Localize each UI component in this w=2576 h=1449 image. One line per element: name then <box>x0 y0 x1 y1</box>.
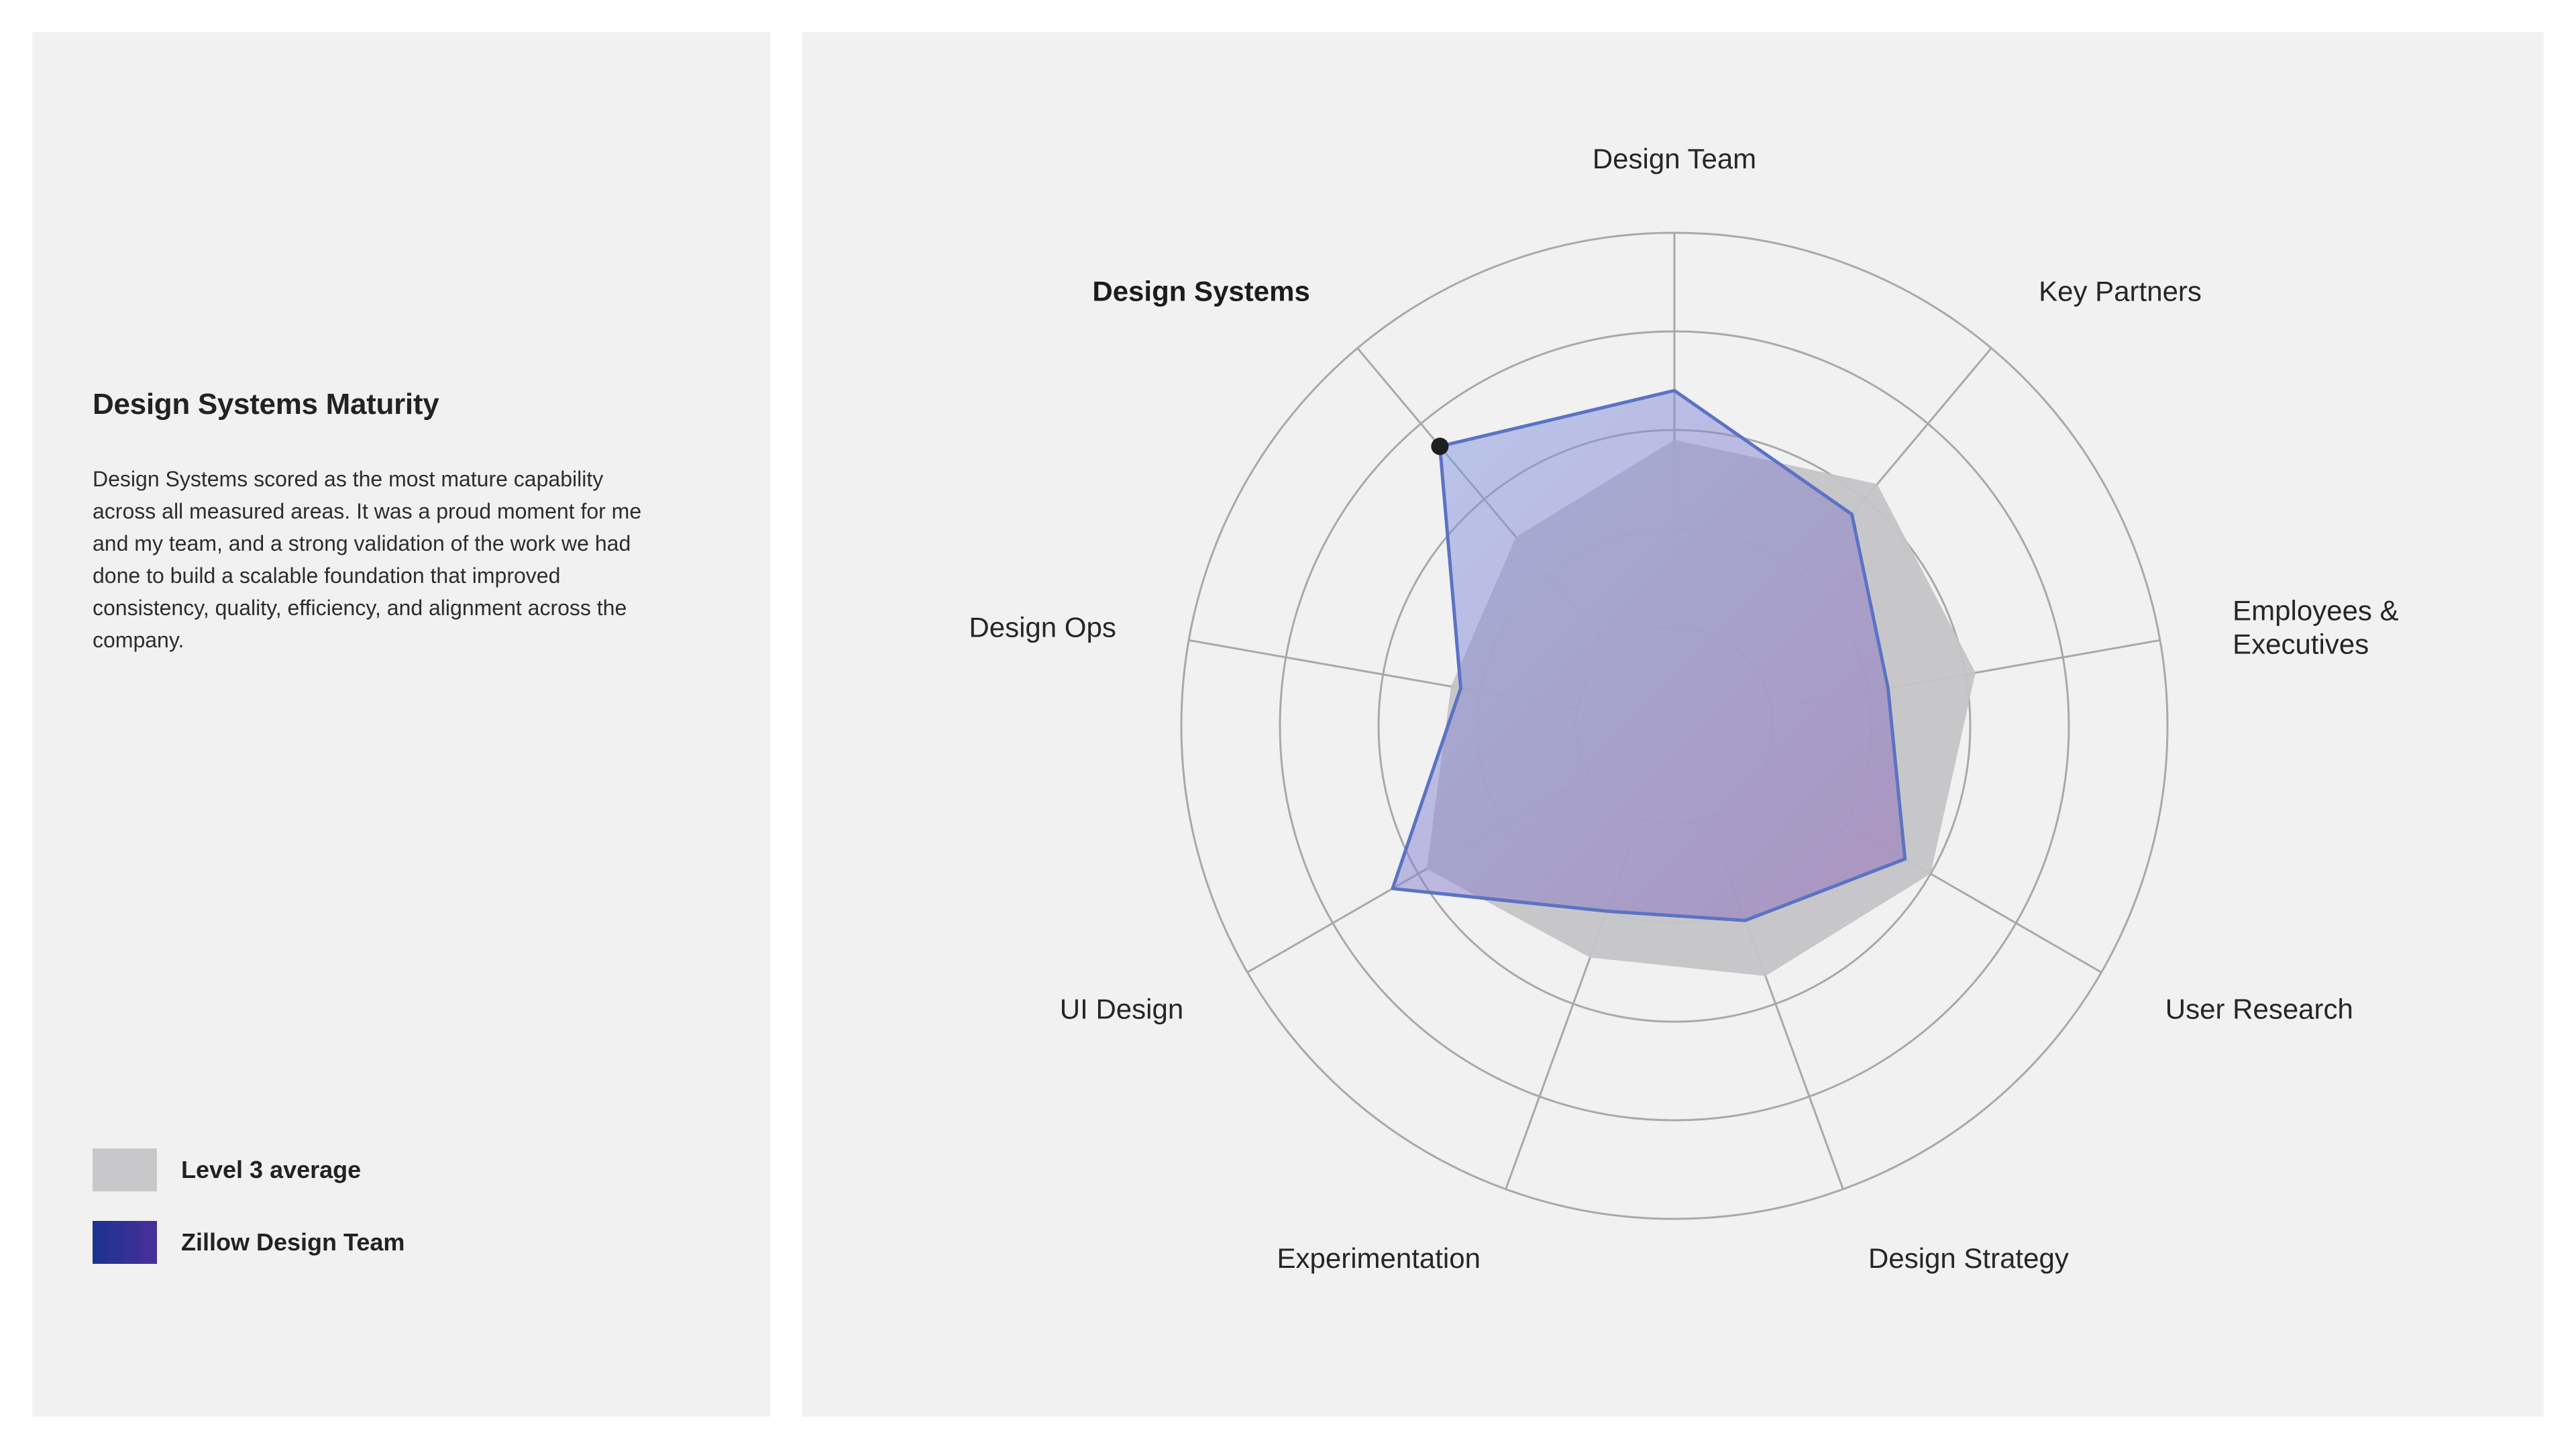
axis-label-line: UI Design <box>1060 994 1183 1025</box>
legend-swatch-level3-average <box>93 1148 157 1191</box>
legend-swatch-zillow-design-team <box>93 1221 157 1264</box>
legend-item-level3-average: Level 3 average <box>93 1148 361 1191</box>
axis-label-line: Design Strategy <box>1868 1242 2069 1274</box>
axis-label-line: User Research <box>2165 994 2353 1025</box>
axis-label-line: Design Team <box>1593 143 1756 174</box>
chart-description: Design Systems scored as the most mature… <box>93 467 642 652</box>
radar-axis-labels: Design Team Key Partners Employees & Execut… <box>969 143 2398 1274</box>
axis-label-design-ops: Design Ops <box>969 611 1116 643</box>
axis-label-key-partners: Key Partners <box>2039 276 2202 307</box>
legend-label-zillow-design-team: Zillow Design Team <box>181 1228 405 1256</box>
axis-label-line: Employees & <box>2233 594 2398 626</box>
legend-label-level3-average: Level 3 average <box>181 1156 362 1183</box>
axis-label-line: Experimentation <box>1277 1242 1481 1274</box>
axis-label-line: Design Systems <box>1092 276 1309 307</box>
axis-label-design-strategy: Design Strategy <box>1868 1242 2069 1274</box>
axis-label-line: Executives <box>2233 628 2369 659</box>
axis-label-design-team: Design Team <box>1593 143 1756 174</box>
axis-label-line: Key Partners <box>2039 276 2202 307</box>
highlight-point-design-systems <box>1431 437 1449 455</box>
radar-series <box>1391 388 1976 976</box>
axis-label-employees-and-executives: Employees & Executives <box>2233 594 2398 659</box>
series-area-zillow-design-team <box>1391 388 1907 922</box>
axis-label-design-systems: Design Systems <box>1092 276 1309 307</box>
chart-title: Design Systems Maturity <box>93 388 439 421</box>
axis-label-line: Design Ops <box>969 611 1116 643</box>
legend-item-zillow-design-team: Zillow Design Team <box>93 1221 405 1264</box>
axis-label-experimentation: Experimentation <box>1277 1242 1481 1274</box>
axis-label-user-research: User Research <box>2165 994 2353 1025</box>
axis-label-ui-design: UI Design <box>1060 994 1183 1025</box>
